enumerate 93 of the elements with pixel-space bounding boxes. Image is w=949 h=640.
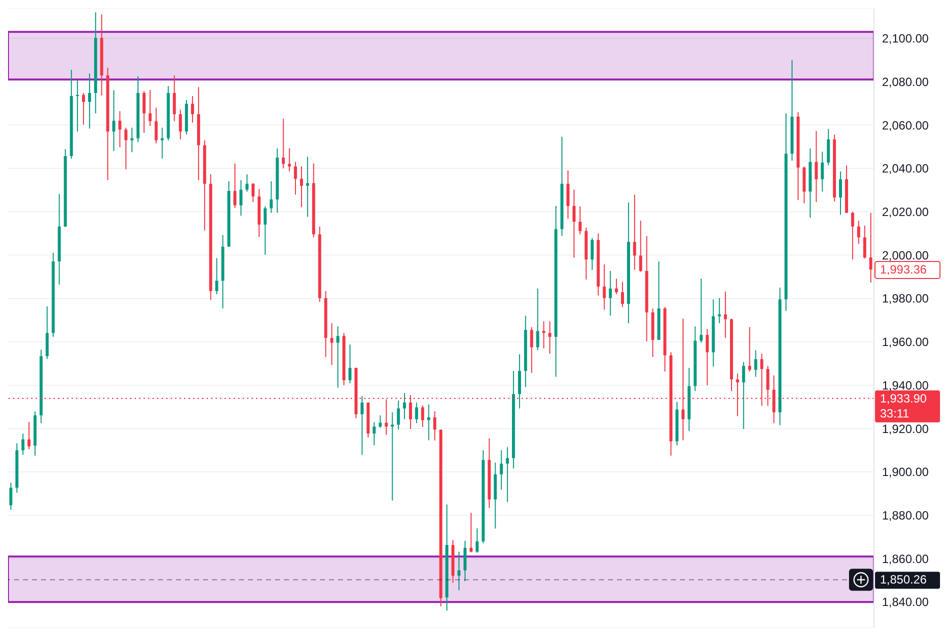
- candlestick: [46, 306, 49, 360]
- candlestick: [869, 212, 872, 284]
- candlestick: [614, 278, 618, 295]
- candlestick: [88, 72, 92, 130]
- candlestick: [620, 281, 624, 308]
- candlestick: [518, 354, 522, 409]
- y-tick-label: 2,040.00: [882, 162, 930, 176]
- candlestick: [124, 127, 128, 170]
- candlestick: [191, 96, 194, 124]
- y-tick-label: 2,060.00: [882, 118, 930, 132]
- candlestick: [372, 422, 376, 446]
- y-tick-label: 1,940.00: [882, 378, 930, 392]
- candlestick: [415, 402, 418, 424]
- candlestick: [360, 396, 364, 456]
- candlestick: [9, 482, 12, 510]
- y-tick-label: 1,960.00: [882, 335, 930, 350]
- y-tick-label: 2,080.00: [882, 74, 930, 89]
- candlestick: [639, 220, 642, 272]
- candlestick: [433, 410, 436, 441]
- candlestick: [233, 162, 236, 208]
- candlestick: [814, 130, 818, 203]
- candlestick: [857, 220, 860, 244]
- y-tick-label: 1,900.00: [882, 465, 930, 480]
- candlestick: [148, 89, 152, 126]
- candlestick: [28, 422, 30, 450]
- candlestick: [851, 211, 854, 260]
- candlestick: [566, 170, 570, 220]
- candlestick: [348, 344, 352, 384]
- candlestick: [548, 320, 552, 354]
- candlestick: [252, 182, 255, 203]
- candlestick: [724, 291, 727, 338]
- candlestick: [476, 528, 479, 554]
- y-tick-label: 1,840.00: [882, 595, 930, 610]
- candlestick: [288, 148, 291, 172]
- candlestick: [578, 206, 582, 235]
- candlestick: [402, 392, 406, 420]
- text: 1,993.36: [880, 262, 928, 277]
- candlestick: [390, 412, 394, 502]
- candlestick: [178, 109, 182, 140]
- candlestick: [118, 110, 122, 148]
- candlestick: [590, 238, 594, 270]
- candlestick: [464, 540, 467, 582]
- candlestick: [421, 404, 424, 428]
- ref-line-label: 1,850.26: [880, 572, 928, 587]
- y-tick-label: 1,880.00: [882, 508, 930, 523]
- candlestick: [306, 156, 310, 218]
- candlestick: [500, 450, 503, 490]
- candlestick: [826, 128, 830, 166]
- candlestick: [239, 180, 242, 216]
- candlestick: [820, 151, 824, 192]
- candlestick: [246, 174, 249, 192]
- candlestick: [378, 414, 382, 428]
- candlestick: [542, 320, 546, 349]
- candlestick: [506, 446, 509, 503]
- y-tick-label: 2,000.00: [882, 248, 930, 262]
- candlestick: [742, 362, 746, 430]
- candlestick: [838, 170, 842, 216]
- candlestick: [706, 328, 709, 386]
- candlestick: [718, 298, 721, 324]
- candlestick: [700, 278, 703, 344]
- candlestick: [536, 288, 540, 351]
- candlestick: [602, 264, 606, 310]
- candlestick: [530, 326, 534, 374]
- candlestick: [142, 90, 146, 134]
- candlestick: [754, 350, 758, 378]
- candlestick: [294, 161, 297, 196]
- y-tick-label: 2,020.00: [882, 205, 930, 220]
- candlestick: [82, 92, 86, 126]
- candlestick: [215, 258, 218, 295]
- y-tick-label: 1,980.00: [882, 292, 930, 306]
- ref-line-label: 1,933.90: [880, 391, 928, 406]
- candlestick: [154, 107, 158, 144]
- candlestick: [863, 225, 866, 260]
- candlestick: [336, 326, 340, 388]
- y-tick-label: 1,920.00: [882, 422, 930, 436]
- candlestick: [457, 551, 460, 591]
- y-tick-label: 1,860.00: [882, 552, 930, 566]
- candlestick: [172, 74, 176, 122]
- candlestick: [330, 322, 334, 366]
- candlestick: [264, 206, 267, 256]
- candlestick: [270, 180, 273, 214]
- text: 33:11: [880, 406, 910, 420]
- candlestick: [282, 118, 285, 169]
- candlestick: [76, 80, 79, 132]
- candlestick: [633, 194, 636, 270]
- candlestick: [300, 166, 304, 208]
- candlestick: [21, 433, 24, 456]
- candlestick: [112, 90, 116, 152]
- candlestick: [608, 270, 612, 316]
- candlestick: [396, 400, 400, 430]
- candlestick: [748, 326, 752, 372]
- candlestick: [572, 189, 576, 258]
- y-tick-label: 2,100.00: [882, 32, 930, 46]
